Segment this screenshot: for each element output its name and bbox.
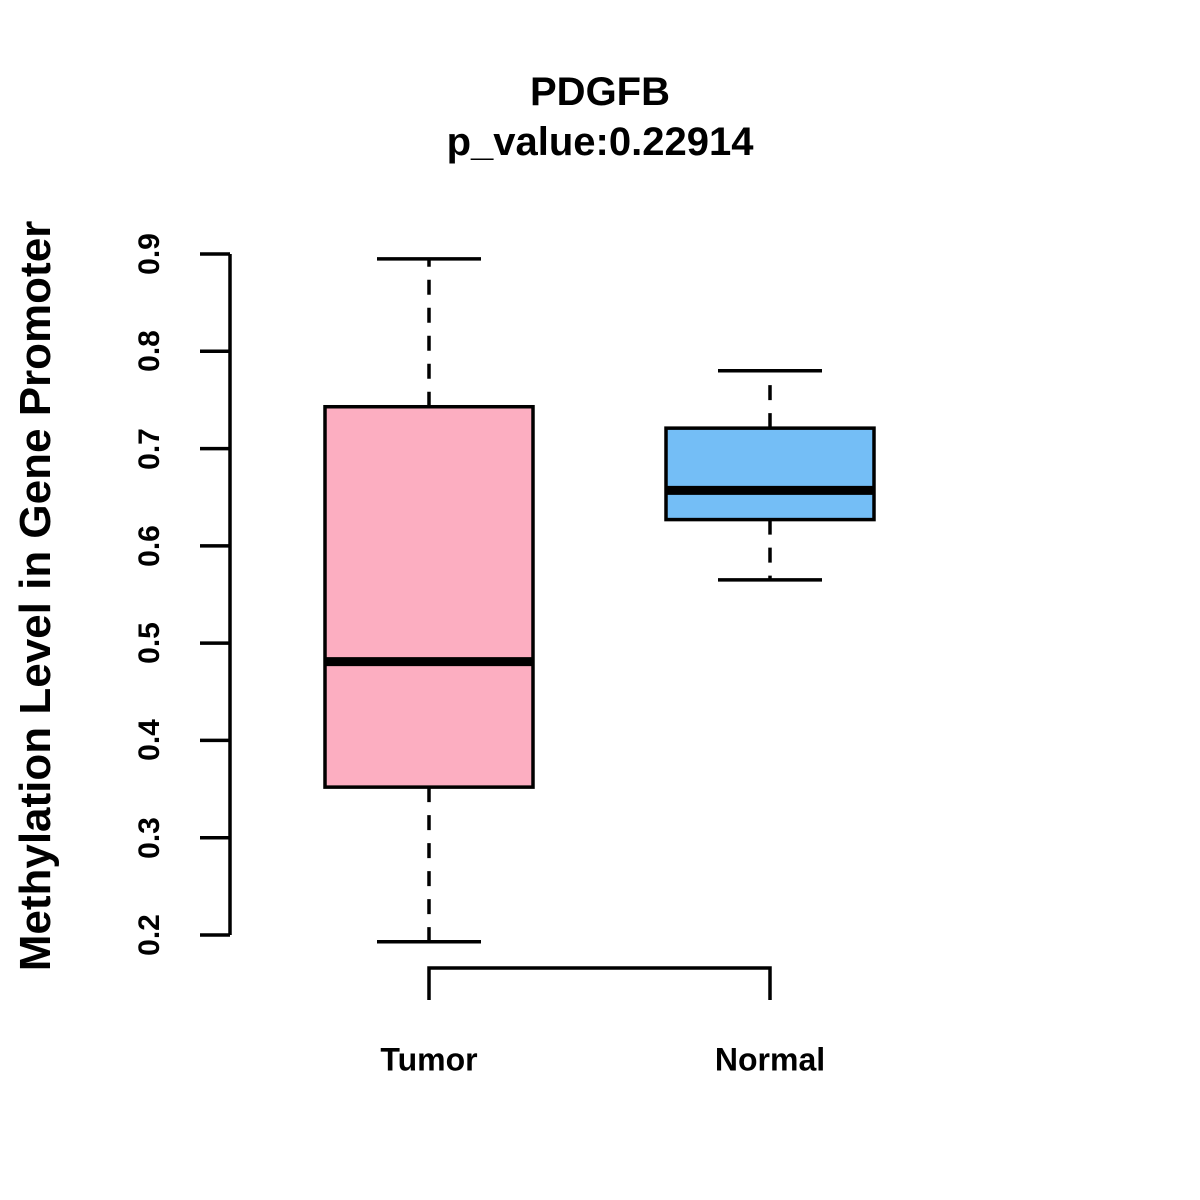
- chart-title: PDGFB: [530, 70, 670, 114]
- y-tick-label: 0.2: [133, 914, 166, 956]
- y-tick-label: 0.6: [133, 524, 166, 567]
- y-tick-label: 0.8: [133, 330, 166, 373]
- x-category-label-tumor: Tumor: [380, 1041, 478, 1078]
- x-category-label-normal: Normal: [714, 1041, 826, 1078]
- x-axis-bracket: [427, 966, 772, 1000]
- y-tick-label: 0.4: [133, 719, 166, 762]
- y-tick-label: 0.3: [133, 816, 166, 859]
- y-tick-label: 0.7: [133, 427, 166, 470]
- y-tick-label: 0.5: [133, 622, 166, 664]
- tumor-box: [323, 404, 535, 789]
- y-tick-label: 0.9: [133, 233, 166, 275]
- chart-subtitle: p_value:0.22914: [446, 120, 754, 164]
- normal-box: [664, 426, 876, 522]
